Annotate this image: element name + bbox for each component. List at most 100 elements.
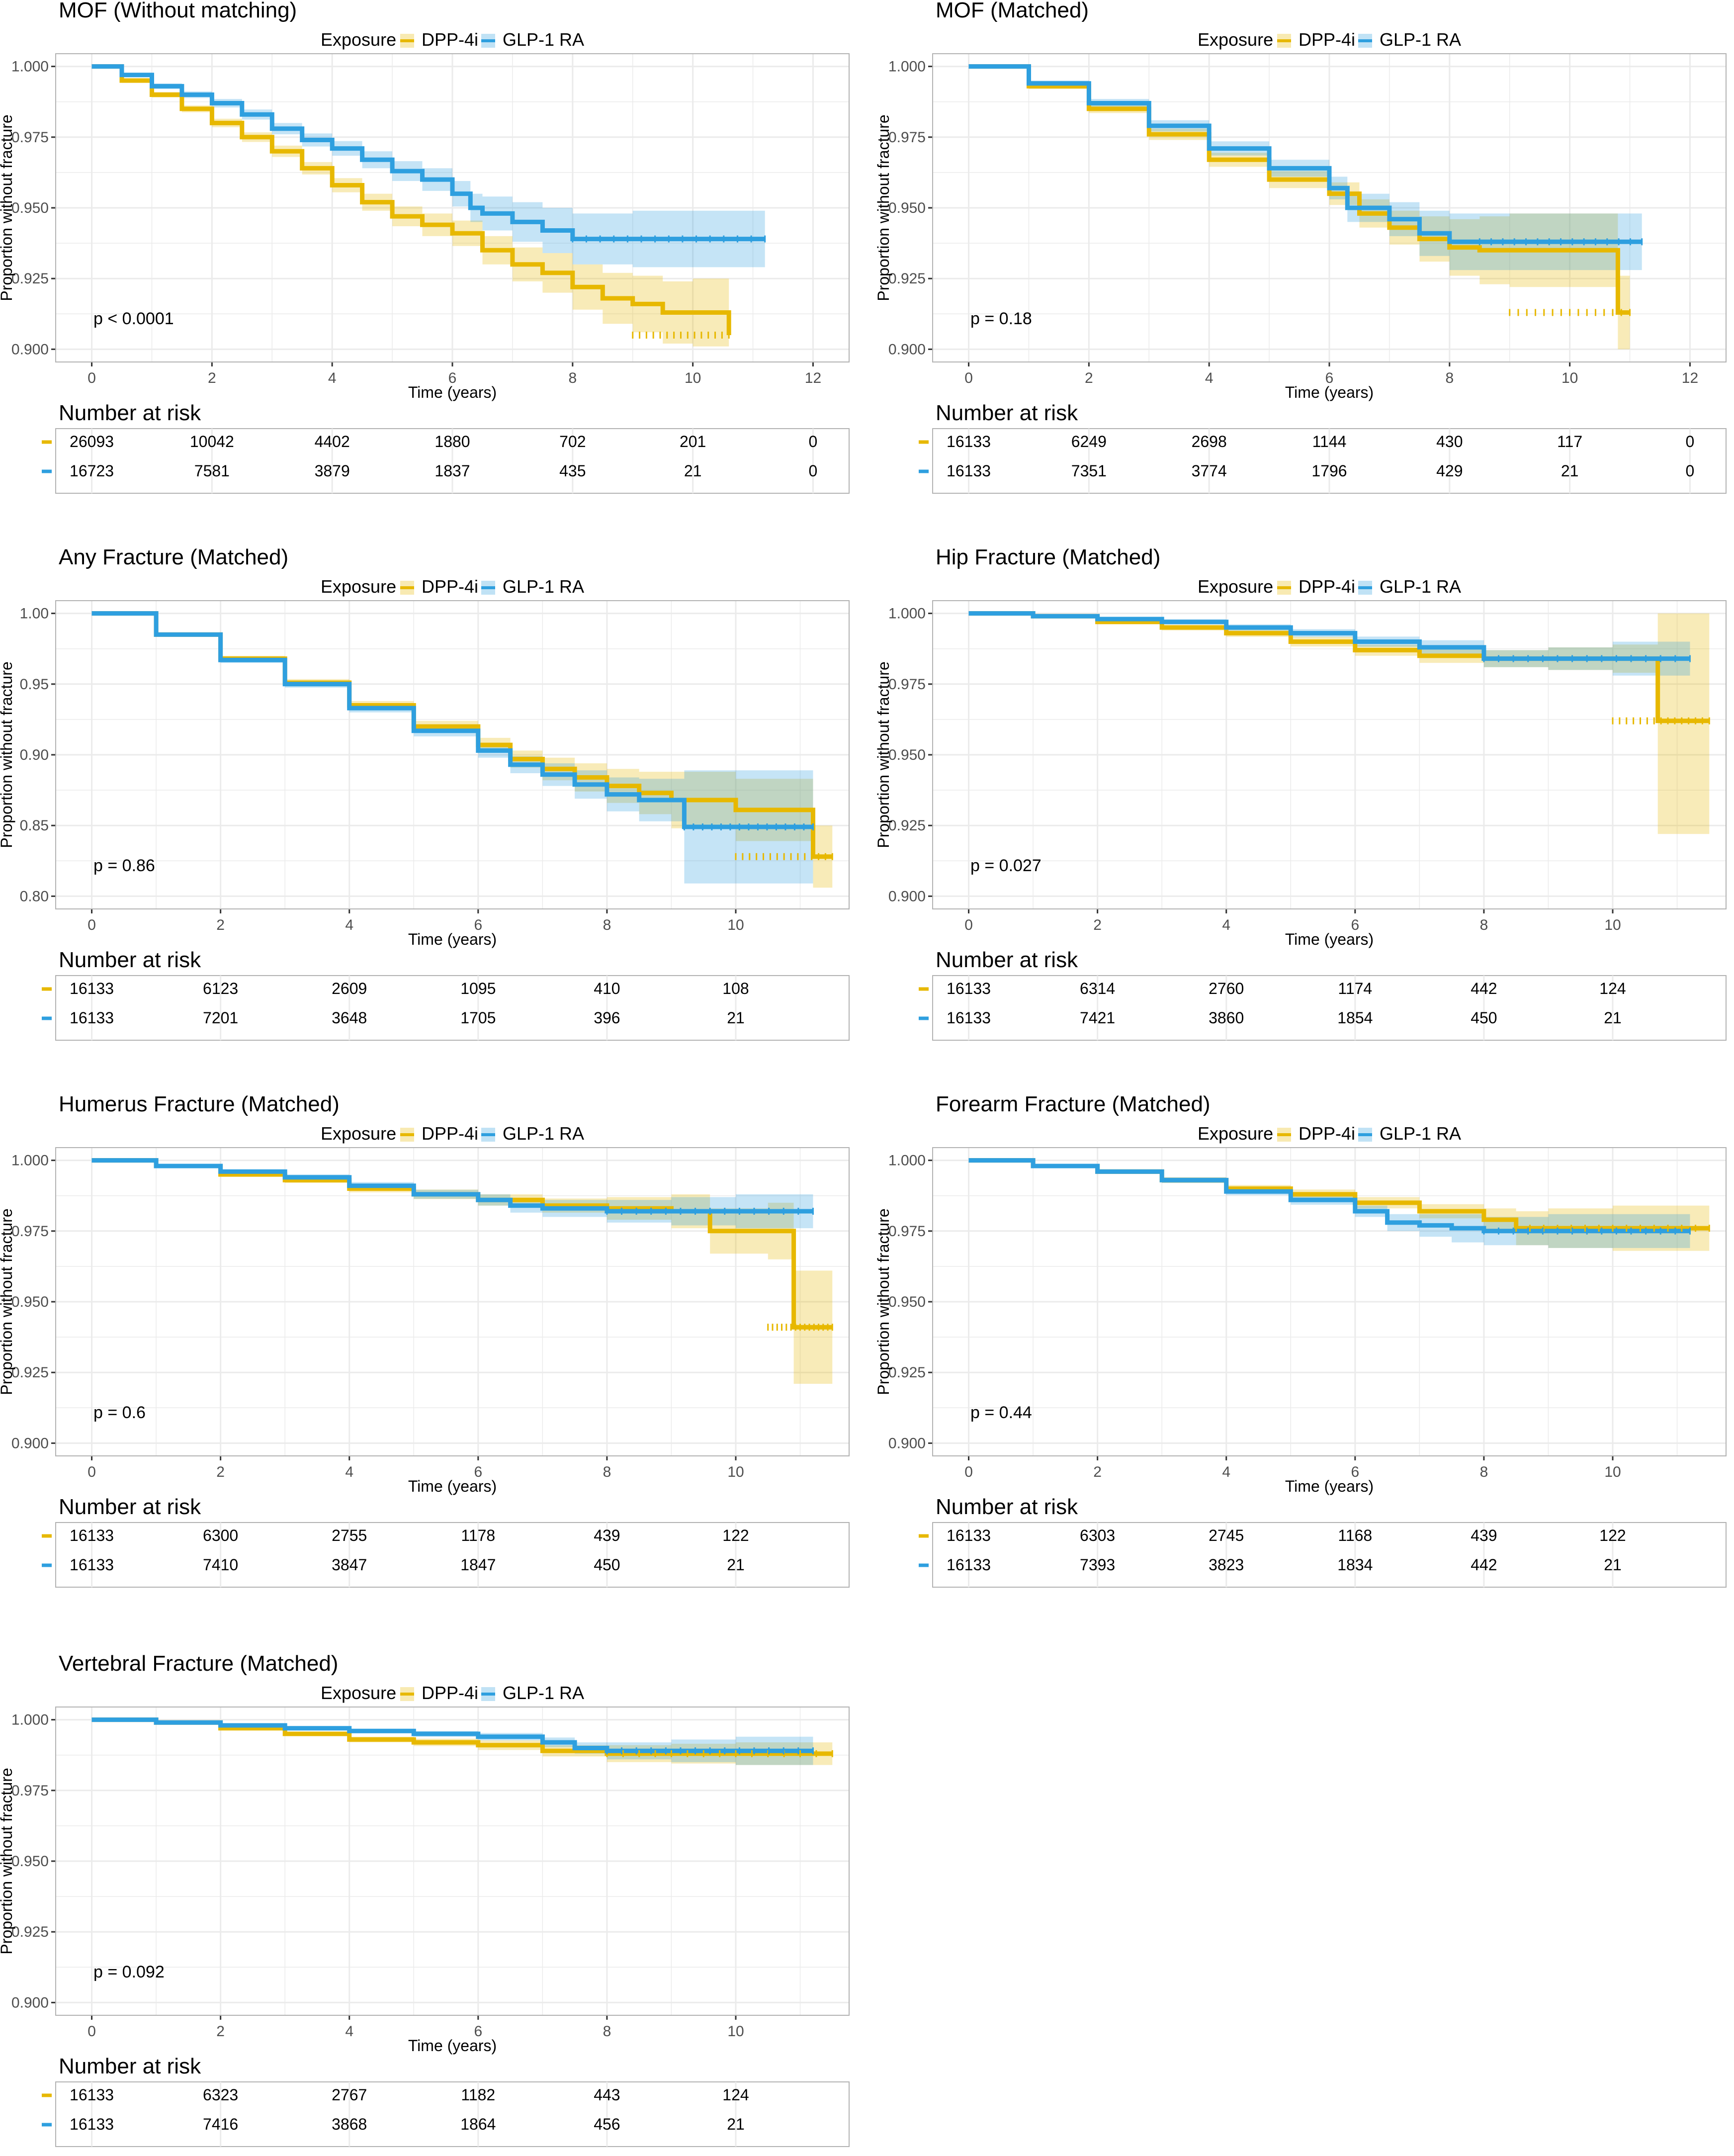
dpp-risk-count: 16133 — [70, 1527, 114, 1544]
glp-risk-count: 3868 — [332, 2115, 367, 2133]
legend-glp-label: GLP-1 RA — [1380, 1123, 1461, 1144]
y-axis-label: Proportion without fracture — [0, 1768, 15, 1954]
risk-table-box — [932, 975, 1727, 1041]
dpp-risk-count: 0 — [809, 433, 818, 450]
plot-border — [932, 1147, 1727, 1456]
legend-dpp-label: DPP-4i — [1299, 1123, 1355, 1144]
y-axis-label: Proportion without fracture — [0, 1208, 15, 1395]
y-tick-label: 1.000 — [888, 1153, 926, 1169]
dpp-risk-count: 1174 — [1338, 980, 1372, 997]
y-axis-label: Proportion without fracture — [0, 114, 15, 301]
plot-border — [932, 53, 1727, 362]
dpp-censor-marks — [632, 331, 730, 339]
y-tick-label: 0.900 — [888, 341, 926, 358]
y-tick-label: 0.925 — [11, 1364, 49, 1381]
dpp-risk-count: 702 — [559, 433, 586, 450]
dpp-risk-count: 6323 — [203, 2086, 238, 2104]
axes: 0.900 0.925 0.950 0.975 1.000 0 2 4 6 8 10 — [888, 1153, 1621, 1480]
risk-table-title: Number at risk — [936, 401, 1078, 425]
y-tick-label: 0.85 — [20, 817, 49, 834]
y-tick-label: 0.925 — [888, 1364, 926, 1381]
dpp-risk-count: 1168 — [1338, 1527, 1372, 1544]
dpp-risk-count: 410 — [594, 980, 620, 997]
x-axis-label: Time (years) — [408, 2037, 497, 2055]
axes: 0.900 0.925 0.950 0.975 1.000 0 2 4 6 8 10 — [888, 606, 1621, 933]
x-tick-label: 4 — [328, 370, 337, 386]
x-axis-label: Time (years) — [1285, 930, 1374, 948]
x-tick-label: 8 — [603, 917, 611, 933]
grid — [933, 601, 1726, 909]
legend-dpp-label: DPP-4i — [1299, 29, 1355, 50]
glp-risk-count: 21 — [684, 462, 702, 480]
legend-glp-label: GLP-1 RA — [1380, 29, 1461, 50]
dpp-censor-marks — [606, 1750, 833, 1757]
glp-risk-count: 1847 — [460, 1556, 496, 1574]
dpp-risk-count: 10042 — [190, 433, 234, 450]
dpp-risk-count: 6123 — [203, 980, 238, 997]
y-tick-label: 0.975 — [11, 1223, 49, 1240]
dpp-risk-count: 1178 — [461, 1527, 495, 1544]
x-tick-label: 6 — [1351, 1464, 1359, 1480]
legend-title: Exposure — [321, 576, 396, 597]
glp-risk-count: 442 — [1471, 1556, 1497, 1574]
legend-glp-label: GLP-1 RA — [503, 29, 584, 50]
risk-table: Number at risk 26093 10042 4402 1880 702 201 0 1… — [42, 401, 850, 494]
legend: Exposure DPP-4i GLP-1 RA — [321, 1123, 584, 1144]
y-tick-label: 1.000 — [888, 606, 926, 622]
dpp-risk-count: 6303 — [1080, 1527, 1115, 1544]
x-tick-label: 4 — [1222, 1464, 1230, 1480]
x-tick-label: 6 — [474, 1464, 482, 1480]
x-tick-label: 0 — [87, 370, 96, 386]
glp-risk-count: 3860 — [1209, 1009, 1244, 1027]
glp-censor-marks — [606, 1207, 814, 1215]
glp-risk-count: 0 — [1686, 462, 1695, 480]
glp-risk-count: 429 — [1436, 462, 1463, 480]
x-axis-label: Time (years) — [408, 930, 497, 948]
dpp-risk-count: 108 — [722, 980, 749, 997]
glp-risk-count: 7581 — [194, 462, 230, 480]
dpp-censor-marks — [735, 853, 833, 860]
glp-risk-count: 450 — [1471, 1009, 1497, 1027]
legend: Exposure DPP-4i GLP-1 RA — [321, 29, 584, 50]
dpp-risk-count: 122 — [1599, 1527, 1626, 1544]
y-tick-label: 0.975 — [888, 129, 926, 146]
y-tick-label: 0.950 — [888, 200, 926, 216]
y-tick-label: 0.950 — [11, 200, 49, 216]
x-tick-label: 4 — [345, 917, 353, 933]
glp-ci-band — [91, 613, 813, 884]
axes: 0.900 0.925 0.950 0.975 1.000 0 2 4 6 8 10 12 — [888, 59, 1698, 386]
risk-table-title: Number at risk — [59, 948, 201, 972]
dpp-risk-count: 124 — [722, 2086, 749, 2104]
x-tick-label: 4 — [345, 2023, 353, 2040]
risk-table: Number at risk 16133 6123 2609 1095 410 108 161… — [42, 948, 850, 1041]
x-tick-label: 10 — [1604, 1464, 1621, 1480]
plot-border — [932, 600, 1727, 909]
glp-risk-count: 16133 — [70, 2115, 114, 2133]
km-panel-5: Forearm Fracture (Matched) Exposure DPP-4i… — [874, 1092, 1727, 1588]
glp-risk-count: 21 — [727, 1556, 745, 1574]
grid — [56, 601, 849, 909]
dpp-risk-count: 16133 — [70, 980, 114, 997]
risk-table: Number at risk 16133 6300 2755 1178 439 122 161… — [42, 1495, 850, 1588]
glp-risk-count: 7201 — [203, 1009, 238, 1027]
x-tick-label: 2 — [208, 370, 216, 386]
y-tick-label: 1.000 — [888, 59, 926, 75]
p-value: p = 0.18 — [970, 309, 1032, 328]
glp-risk-count: 3847 — [332, 1556, 367, 1574]
p-value: p = 0.6 — [93, 1403, 146, 1422]
x-tick-label: 4 — [1205, 370, 1214, 386]
glp-risk-count: 1834 — [1337, 1556, 1373, 1574]
x-tick-label: 8 — [1480, 1464, 1488, 1480]
panel-title: MOF (Without matching) — [59, 0, 297, 22]
x-tick-label: 0 — [964, 1464, 973, 1480]
km-panel-6: Vertebral Fracture (Matched) Exposure DPP-… — [0, 1651, 850, 2147]
dpp-censor-marks — [1509, 309, 1631, 316]
dpp-risk-count: 430 — [1436, 433, 1463, 450]
x-tick-label: 10 — [727, 2023, 744, 2040]
axes: 0.900 0.925 0.950 0.975 1.000 0 2 4 6 8 10 — [11, 1712, 744, 2040]
risk-table-title: Number at risk — [59, 1495, 201, 1519]
x-tick-label: 0 — [964, 917, 973, 933]
glp-risk-count: 21 — [1561, 462, 1579, 480]
risk-table-box — [55, 1522, 850, 1588]
glp-risk-count: 396 — [594, 1009, 620, 1027]
